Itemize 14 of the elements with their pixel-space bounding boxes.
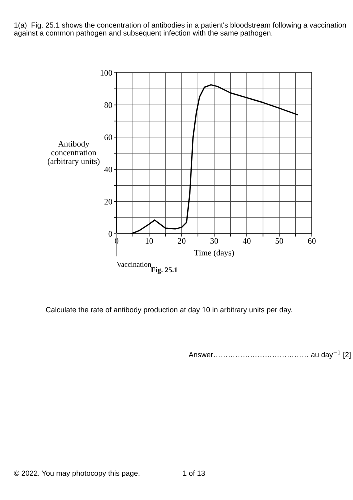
x-tick-label: 60: [308, 238, 316, 244]
x-axis-title: Time (days): [194, 250, 234, 258]
x-tick-label: 40: [242, 238, 251, 244]
y-tick-label: 80: [104, 102, 112, 108]
y-tick-label: 60: [104, 134, 112, 140]
y-tick-label: 20: [104, 199, 112, 205]
x-tick-label: 20: [178, 238, 186, 244]
y-axis-title: Antibody concentration (arbitrary units): [48, 140, 100, 166]
x-tick-label: 30: [210, 238, 218, 244]
x-tick-label: 10: [146, 238, 154, 244]
y-tick-label: 100: [100, 70, 112, 76]
y-tick-label: 40: [104, 166, 112, 173]
x-tick-label: 50: [276, 238, 284, 244]
y-tick-label: 0: [108, 231, 112, 237]
